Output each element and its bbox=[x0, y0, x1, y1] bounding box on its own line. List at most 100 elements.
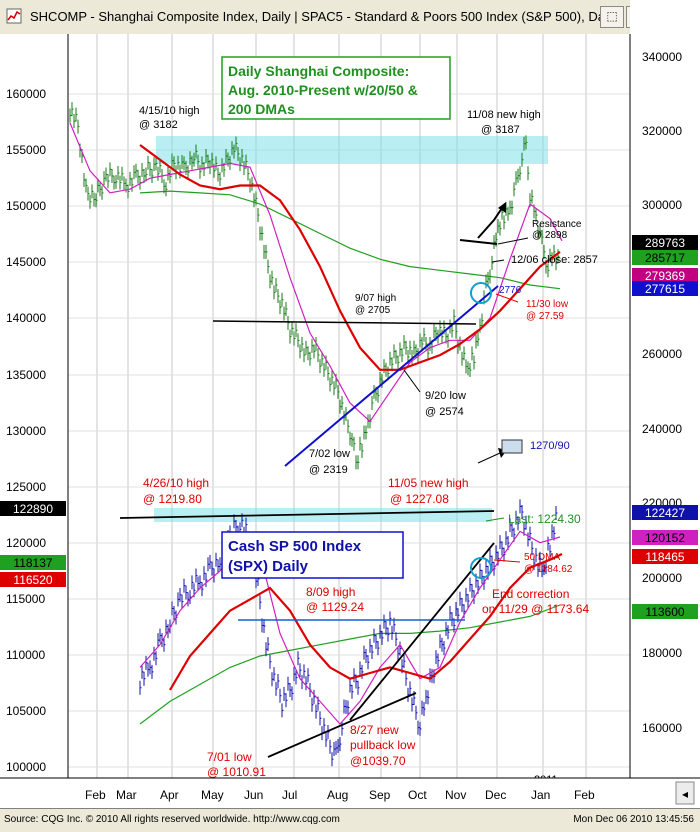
annotation-label: 11/08 new high bbox=[467, 109, 541, 121]
last-pointer bbox=[485, 517, 505, 522]
shanghai-low-circle bbox=[470, 282, 492, 304]
spx-resistance-line bbox=[119, 510, 495, 519]
restore-icon[interactable]: ⬚ bbox=[600, 6, 624, 28]
scroll-left-icon: ◂ bbox=[682, 787, 688, 801]
right-axis-tag-text: 118465 bbox=[645, 550, 684, 564]
spx-200dma-line bbox=[139, 604, 561, 725]
annotation-label: pullback low bbox=[350, 738, 416, 752]
right-axis-bg bbox=[630, 0, 700, 808]
chart-canvas: Daily Shanghai Composite: Aug. 2010-Prese… bbox=[0, 0, 700, 808]
spx-title-line: Cash SP 500 Index bbox=[228, 538, 362, 555]
spx-title-line: (SPX) Daily bbox=[228, 558, 309, 575]
right-axis-tag bbox=[632, 250, 698, 265]
left-axis-tick-label: 130000 bbox=[6, 424, 46, 438]
spx-title-box bbox=[221, 531, 404, 579]
resistance-pointer bbox=[497, 237, 529, 245]
right-axis-tick-label: 180000 bbox=[642, 646, 682, 660]
right-axis-tick-label: 300000 bbox=[642, 198, 682, 212]
spx-target-arrow bbox=[477, 452, 501, 464]
annotation-label: 8/27 new bbox=[350, 723, 399, 737]
x-axis-month-label: Mar bbox=[116, 788, 137, 802]
left-axis-tick-label: 140000 bbox=[6, 311, 46, 325]
x-axis-month-label: Jun bbox=[244, 788, 263, 802]
right-axis-tag bbox=[632, 268, 698, 283]
left-axis-tick-label: 160000 bbox=[6, 87, 46, 101]
annotation-label: 4/15/10 high bbox=[139, 105, 200, 117]
right-axis-tag bbox=[632, 530, 698, 545]
annotation-label: 9/20 low bbox=[425, 390, 466, 402]
shanghai-title-line: 200 DMAs bbox=[228, 101, 295, 117]
shanghai-50dma-line bbox=[139, 144, 561, 371]
annotation-label: on 11/29 @ 1173.64 bbox=[482, 602, 589, 616]
right-axis-tick-label: 160000 bbox=[642, 721, 682, 735]
spx-uptrend-line bbox=[349, 542, 495, 721]
left-axis-tag bbox=[0, 501, 66, 516]
left-axis-tag-text: 116520 bbox=[13, 573, 52, 587]
annotation-label: 4/26/10 high bbox=[143, 476, 209, 490]
x-axis-month-label: Aug bbox=[327, 788, 348, 802]
x-axis-month-label: May bbox=[201, 788, 224, 802]
annotation-label: @ 3182 bbox=[139, 119, 178, 131]
right-axis-tag bbox=[632, 604, 698, 619]
annotation-label: Resistance bbox=[532, 219, 582, 230]
right-axis-tag bbox=[632, 549, 698, 564]
x-axis-month-label: Oct bbox=[408, 788, 427, 802]
close-pointer bbox=[491, 259, 505, 263]
scroll-button bbox=[675, 781, 695, 805]
annotation-label: @ 1227.08 bbox=[390, 492, 449, 506]
left-axis-tag-text: 118137 bbox=[13, 556, 52, 570]
right-axis-tick-label: 320000 bbox=[642, 124, 682, 138]
annotation-label: 12/06 close: 2857 bbox=[511, 254, 598, 266]
left-axis-tick-label: 120000 bbox=[6, 536, 46, 550]
annotation-label: @ 2574 bbox=[425, 406, 464, 418]
right-axis-tick-label: 200000 bbox=[642, 571, 682, 585]
annotation-label: 2776 bbox=[499, 285, 522, 296]
left-axis-tag bbox=[0, 555, 66, 570]
copyright-text: Source: CQG Inc. © 2010 All rights reser… bbox=[4, 814, 340, 825]
timestamp-text: Mon Dec 06 2010 13:45:56 bbox=[573, 814, 694, 825]
left-axis-tag bbox=[0, 572, 66, 587]
right-axis-tick-label: 260000 bbox=[642, 347, 682, 361]
low-pointer bbox=[495, 293, 519, 303]
right-axis-tick-label: 340000 bbox=[642, 50, 682, 64]
x-axis-month-label: Apr bbox=[160, 788, 179, 802]
annotation-label: @ 2705 bbox=[355, 305, 391, 316]
annotation-label: 7/01 low bbox=[207, 750, 252, 764]
shanghai-resistance-line bbox=[459, 239, 498, 245]
annotation-label: @1039.70 bbox=[350, 754, 406, 768]
right-axis-tag bbox=[632, 235, 698, 250]
x-axis-month-label: Jul bbox=[282, 788, 297, 802]
left-axis-tick-label: 145000 bbox=[6, 255, 46, 269]
left-axis-tick-label: 115000 bbox=[6, 592, 45, 606]
right-axis-tag-text: 113600 bbox=[645, 605, 684, 619]
low-pointer bbox=[403, 369, 421, 393]
annotation-label: @ 2898 bbox=[532, 230, 568, 241]
annotation-label: @ 27.59 bbox=[526, 311, 564, 322]
right-axis-tag-text: 120152 bbox=[645, 531, 685, 545]
bottom-axis-bg bbox=[0, 778, 700, 808]
x-axis-month-label: Feb bbox=[574, 788, 595, 802]
right-axis-tag-text: 289763 bbox=[645, 236, 685, 250]
shanghai-title-line: Daily Shanghai Composite: bbox=[228, 63, 409, 79]
annotation-label: @ 1219.80 bbox=[143, 492, 202, 506]
x-axis-month-label: Feb bbox=[85, 788, 106, 802]
annotation-label: 50 DMA bbox=[524, 552, 560, 563]
spx-50dma-line bbox=[169, 553, 563, 691]
left-axis-tag-text: 122890 bbox=[13, 502, 53, 516]
annotation-label: 11/05 new high bbox=[388, 476, 469, 490]
left-axis-tick-label: 105000 bbox=[6, 704, 46, 718]
right-axis-tag-text: 277615 bbox=[645, 282, 685, 296]
spx-target-box bbox=[501, 439, 523, 454]
right-axis-tag-text: 122427 bbox=[645, 506, 685, 520]
right-axis-tag-text: 279369 bbox=[645, 269, 685, 283]
right-axis-tick-label: 240000 bbox=[642, 422, 682, 436]
annotation-label: 9/07 high bbox=[355, 293, 396, 304]
annotation-label: End correction bbox=[492, 587, 569, 601]
x-axis-month-label: Jan bbox=[531, 788, 550, 802]
annotation-label: @ 2319 bbox=[309, 464, 348, 476]
left-axis-bg bbox=[0, 34, 68, 778]
annotation-label: @ 1184.62 bbox=[524, 564, 573, 575]
right-axis-tag bbox=[632, 281, 698, 296]
left-axis-tick-label: 135000 bbox=[6, 368, 46, 382]
right-axis-tag-text: 285717 bbox=[645, 251, 685, 265]
